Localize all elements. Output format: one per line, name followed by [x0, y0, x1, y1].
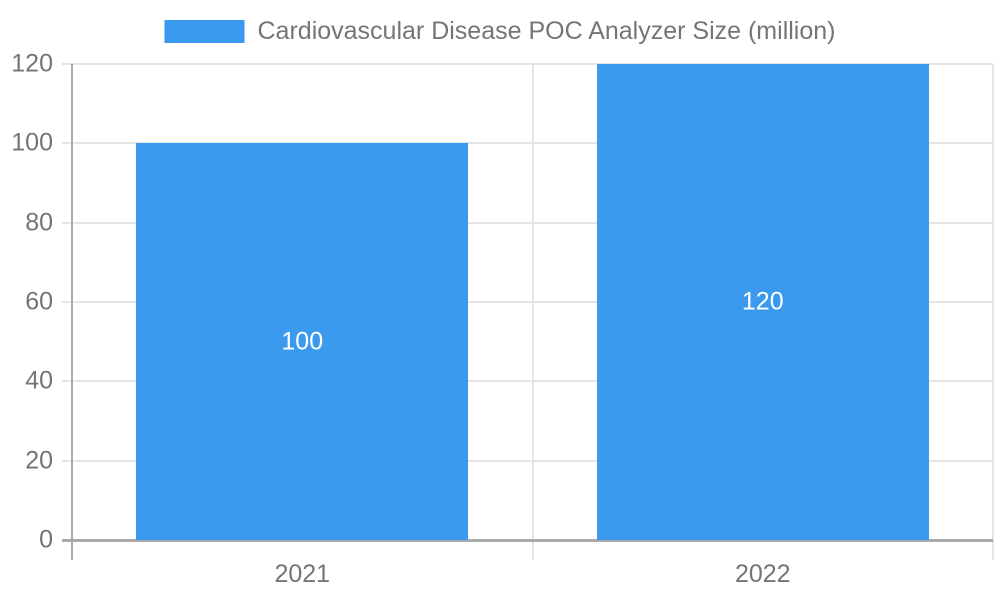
gridline-horizontal: [62, 142, 993, 145]
legend-label: Cardiovascular Disease POC Analyzer Size…: [257, 17, 836, 45]
y-axis-tick-label: 40: [25, 366, 53, 395]
gridline-horizontal: [62, 380, 993, 383]
gridline-horizontal: [62, 63, 993, 65]
y-axis-tick-label: 120: [11, 49, 53, 78]
gridline-horizontal: [62, 221, 993, 224]
y-axis-line: [71, 64, 73, 560]
y-axis-tick-label: 0: [39, 525, 53, 554]
gridline-horizontal: [62, 459, 993, 462]
gridline-vertical: [531, 64, 534, 560]
bar: [136, 143, 469, 540]
y-axis-tick-label: 100: [11, 128, 53, 157]
x-axis-tick-label: 2021: [274, 560, 331, 588]
y-axis-tick-label: 60: [25, 287, 53, 316]
gridline-horizontal: [62, 301, 993, 303]
bar-value-label: 100: [281, 327, 324, 356]
gridline-vertical: [992, 64, 994, 560]
y-axis-tick-label: 80: [25, 208, 53, 237]
legend-swatch: [164, 20, 245, 43]
chart-legend-item[interactable]: Cardiovascular Disease POC Analyzer Size…: [164, 17, 836, 46]
bar: [596, 64, 929, 540]
x-axis-line: [62, 539, 993, 542]
x-axis-tick-label: 2022: [734, 560, 791, 588]
y-axis-tick-label: 20: [25, 446, 53, 475]
bar-value-label: 120: [741, 287, 784, 316]
